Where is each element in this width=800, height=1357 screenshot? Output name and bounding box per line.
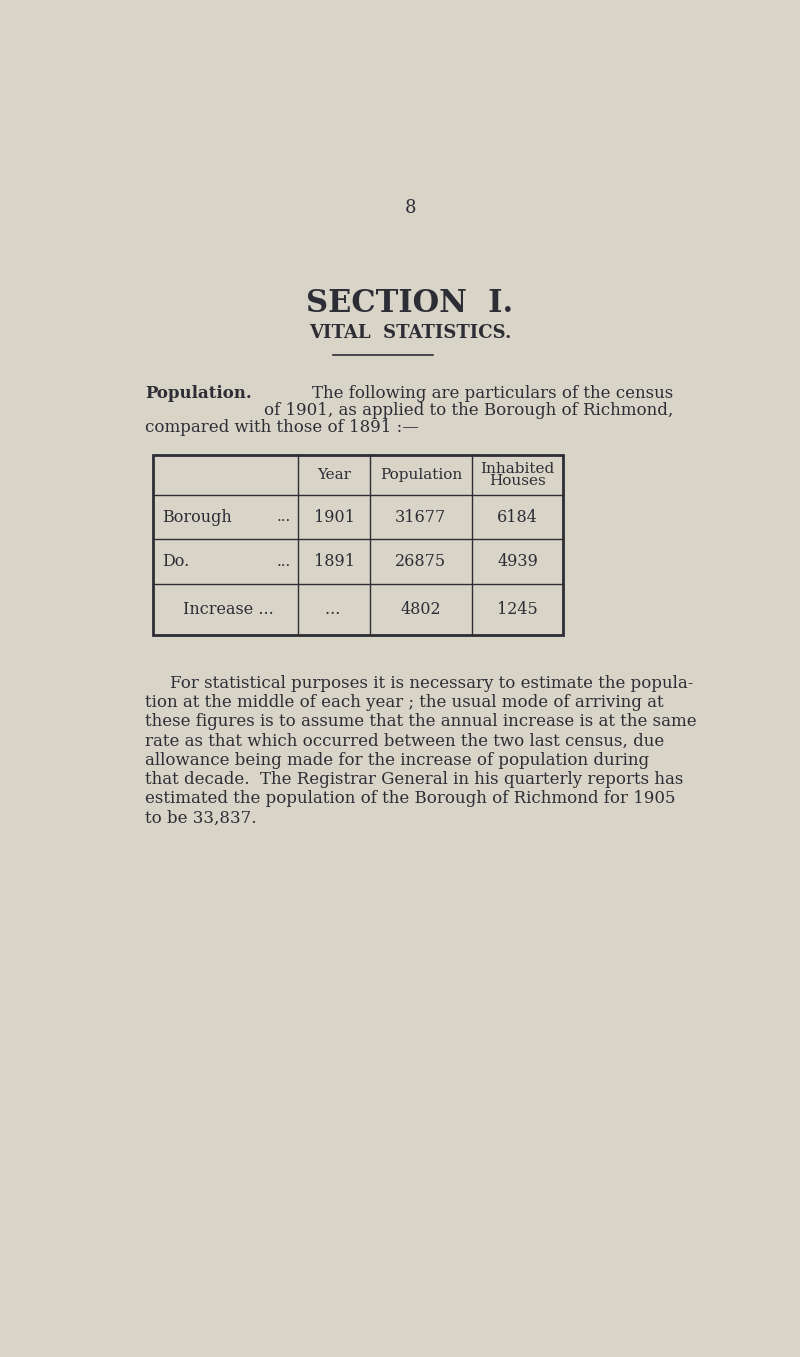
Text: 1901: 1901 (314, 509, 354, 525)
Text: The following are particulars of the census: The following are particulars of the cen… (312, 385, 674, 403)
Text: Population.: Population. (145, 385, 252, 403)
Text: to be 33,837.: to be 33,837. (145, 810, 257, 826)
Text: Year: Year (317, 468, 351, 482)
Text: Houses: Houses (490, 474, 546, 489)
Text: 8: 8 (404, 199, 416, 217)
Text: of 1901, as applied to the Borough of Richmond,: of 1901, as applied to the Borough of Ri… (264, 402, 674, 419)
Text: Increase ...          ...: Increase ... ... (182, 601, 340, 617)
Text: 31677: 31677 (395, 509, 446, 525)
Text: Inhabited: Inhabited (481, 461, 555, 475)
Text: estimated the population of the Borough of Richmond for 1905: estimated the population of the Borough … (145, 790, 675, 807)
Text: 26875: 26875 (395, 554, 446, 570)
Text: 1891: 1891 (314, 554, 354, 570)
Text: compared with those of 1891 :—: compared with those of 1891 :— (145, 419, 419, 436)
Text: ...: ... (277, 555, 290, 569)
Bar (153, 455, 563, 635)
Text: rate as that which occurred between the two last census, due: rate as that which occurred between the … (145, 733, 664, 749)
Text: that decade.  The Registrar General in his quarterly reports has: that decade. The Registrar General in hi… (145, 771, 683, 788)
Text: VITAL  STATISTICS.: VITAL STATISTICS. (309, 324, 511, 342)
Text: tion at the middle of each year ; the usual mode of arriving at: tion at the middle of each year ; the us… (145, 695, 663, 711)
Text: Borough: Borough (162, 509, 232, 525)
Text: For statistical purposes it is necessary to estimate the popula-: For statistical purposes it is necessary… (170, 674, 693, 692)
Text: Population: Population (380, 468, 462, 482)
Text: 4939: 4939 (498, 554, 538, 570)
Text: SECTION  I.: SECTION I. (306, 288, 514, 319)
Text: 1245: 1245 (498, 601, 538, 617)
Text: 6184: 6184 (498, 509, 538, 525)
Text: Do.: Do. (162, 554, 190, 570)
Text: ...: ... (277, 510, 290, 524)
Text: allowance being made for the increase of population during: allowance being made for the increase of… (145, 752, 649, 769)
Text: these figures is to assume that the annual increase is at the same: these figures is to assume that the annu… (145, 714, 697, 730)
Text: 4802: 4802 (401, 601, 441, 617)
